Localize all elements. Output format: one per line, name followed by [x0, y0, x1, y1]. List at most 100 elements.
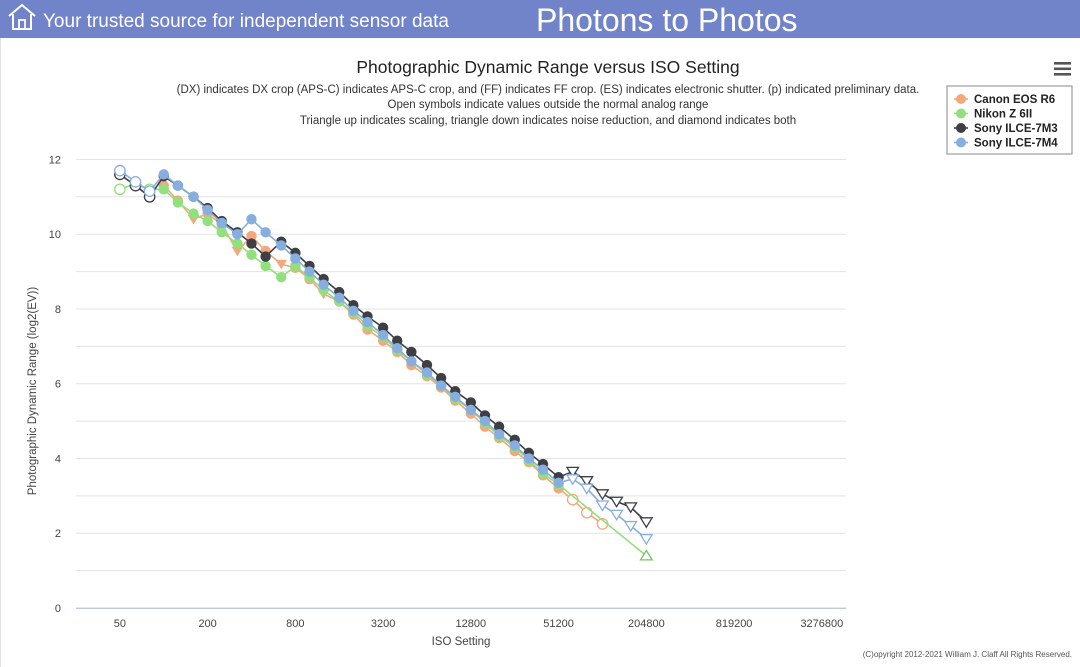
- data-point-sony-ilce-7m3[interactable]: [260, 251, 271, 262]
- data-point-sony-ilce-7m3[interactable]: [595, 489, 610, 501]
- data-point-sony-ilce-7m3[interactable]: [406, 346, 417, 358]
- data-point-sony-ilce-7m4[interactable]: [450, 391, 461, 402]
- data-point-nikon-z-6ii[interactable]: [246, 249, 257, 260]
- data-point-sony-ilce-7m4[interactable]: [188, 191, 199, 203]
- data-point-sony-ilce-7m4[interactable]: [609, 509, 624, 521]
- legend-swatch-marker: [956, 137, 966, 148]
- site-tagline[interactable]: Your trusted source for independent sens…: [43, 11, 449, 32]
- data-point-nikon-z-6ii[interactable]: [276, 271, 287, 283]
- data-point-sony-ilce-7m4[interactable]: [260, 227, 271, 238]
- x-tick-label: 3276800: [800, 618, 843, 630]
- axis-layer: 0 2 4 6 8 10 12 50 200 800 3200 12800 51200 204800 819…: [49, 154, 846, 630]
- data-point-canon-eos-r6[interactable]: [231, 246, 244, 257]
- data-point-sony-ilce-7m4[interactable]: [553, 477, 564, 488]
- data-point-sony-ilce-7m4[interactable]: [595, 500, 610, 512]
- y-tick-label: 6: [55, 379, 61, 391]
- data-point-sony-ilce-7m4[interactable]: [232, 228, 243, 240]
- series-sony-ilce-7m3: [114, 168, 654, 529]
- data-point-sony-ilce-7m4[interactable]: [158, 169, 169, 180]
- data-point-nikon-z-6ii[interactable]: [232, 238, 243, 249]
- data-point-sony-ilce-7m3[interactable]: [246, 238, 257, 249]
- data-point-sony-ilce-7m3[interactable]: [579, 476, 594, 488]
- x-tick-label: 800: [286, 618, 304, 630]
- home-icon[interactable]: [6, 2, 38, 32]
- data-point-sony-ilce-7m4[interactable]: [129, 176, 142, 188]
- data-point-nikon-z-6ii[interactable]: [158, 184, 169, 195]
- legend-item-canon-eos-r6[interactable]: Canon EOS R6: [954, 94, 1055, 106]
- site-brand-title[interactable]: Photons to Photos: [536, 2, 798, 38]
- data-point-sony-ilce-7m4[interactable]: [377, 329, 389, 341]
- legend-label: Canon EOS R6: [974, 94, 1055, 106]
- data-point-sony-ilce-7m3[interactable]: [435, 372, 447, 384]
- data-point-sony-ilce-7m4[interactable]: [509, 440, 520, 451]
- chart-menu-button[interactable]: [1049, 58, 1073, 78]
- data-point-sony-ilce-7m4[interactable]: [537, 464, 549, 475]
- data-point-sony-ilce-7m4[interactable]: [465, 404, 477, 416]
- legend-item-nikon-z-6ii[interactable]: Nikon Z 6II: [954, 108, 1032, 121]
- site-header: Your trusted source for independent sens…: [0, 0, 1080, 38]
- data-point-sony-ilce-7m4[interactable]: [216, 217, 227, 229]
- data-point-sony-ilce-7m3[interactable]: [639, 517, 654, 529]
- data-point-sony-ilce-7m4[interactable]: [406, 356, 417, 367]
- data-point-sony-ilce-7m3[interactable]: [377, 322, 389, 333]
- data-point-nikon-z-6ii[interactable]: [639, 549, 654, 561]
- data-point-sony-ilce-7m4[interactable]: [493, 428, 505, 440]
- data-point-nikon-z-6ii[interactable]: [172, 197, 184, 208]
- data-point-sony-ilce-7m4[interactable]: [290, 253, 301, 264]
- data-point-sony-ilce-7m4[interactable]: [143, 185, 156, 198]
- data-point-sony-ilce-7m4[interactable]: [202, 204, 213, 216]
- data-point-canon-eos-r6[interactable]: [275, 259, 288, 270]
- data-point-sony-ilce-7m4[interactable]: [435, 380, 447, 391]
- data-point-sony-ilce-7m4[interactable]: [304, 266, 315, 277]
- y-tick-label: 0: [55, 603, 61, 615]
- data-point-sony-ilce-7m4[interactable]: [114, 164, 126, 177]
- data-point-sony-ilce-7m3[interactable]: [609, 496, 624, 508]
- data-point-nikon-z-6ii[interactable]: [202, 215, 213, 227]
- y-tick-label: 8: [55, 304, 61, 316]
- legend-swatch-marker: [956, 94, 966, 104]
- data-point-canon-eos-r6[interactable]: [580, 506, 593, 519]
- data-point-sony-ilce-7m4[interactable]: [579, 483, 594, 495]
- data-point-sony-ilce-7m4[interactable]: [318, 279, 329, 290]
- data-point-nikon-z-6ii[interactable]: [216, 227, 227, 238]
- dynamic-range-chart: 0 2 4 6 8 10 12 50 200 800 3200 12800 51200 204800 819…: [27, 57, 1073, 659]
- data-point-sony-ilce-7m4[interactable]: [276, 240, 287, 251]
- data-point-nikon-z-6ii[interactable]: [188, 208, 199, 219]
- data-point-sony-ilce-7m3[interactable]: [421, 359, 433, 371]
- legend-label: Sony ILCE-7M3: [974, 123, 1058, 135]
- legend-label: Nikon Z 6II: [974, 109, 1032, 121]
- data-point-sony-ilce-7m3[interactable]: [465, 397, 477, 408]
- data-point-nikon-z-6ii[interactable]: [290, 260, 301, 272]
- data-point-sony-ilce-7m4[interactable]: [479, 415, 491, 427]
- chart-subtitle-line-3: Triangle up indicates scaling, triangle …: [300, 115, 796, 127]
- y-tick-label: 10: [49, 229, 61, 241]
- x-tick-label: 12800: [456, 618, 487, 630]
- series-line-sony-ilce-7m4: [119, 169, 647, 540]
- data-point-sony-ilce-7m4[interactable]: [421, 367, 433, 378]
- y-tick-label: 12: [49, 154, 61, 166]
- data-point-sony-ilce-7m3[interactable]: [565, 466, 580, 478]
- legend-item-sony-ilce-7m3[interactable]: Sony ILCE-7M3: [954, 123, 1058, 135]
- data-point-sony-ilce-7m3[interactable]: [392, 335, 403, 346]
- data-point-sony-ilce-7m4[interactable]: [172, 180, 184, 191]
- chart-container: 0 2 4 6 8 10 12 50 200 800 3200 12800 51200 204800 819…: [0, 38, 1080, 667]
- data-point-sony-ilce-7m3[interactable]: [493, 421, 505, 432]
- data-point-nikon-z-6ii[interactable]: [260, 260, 271, 272]
- data-point-sony-ilce-7m4[interactable]: [348, 305, 359, 317]
- data-point-sony-ilce-7m4[interactable]: [565, 474, 580, 486]
- x-tick-label: 200: [198, 618, 216, 630]
- data-point-sony-ilce-7m4[interactable]: [246, 214, 257, 225]
- data-point-canon-eos-r6[interactable]: [246, 230, 257, 242]
- data-point-sony-ilce-7m4[interactable]: [334, 292, 345, 303]
- data-point-sony-ilce-7m4[interactable]: [392, 343, 403, 354]
- data-point-sony-ilce-7m4[interactable]: [639, 533, 654, 546]
- data-point-sony-ilce-7m3[interactable]: [623, 502, 638, 514]
- data-point-sony-ilce-7m4[interactable]: [523, 453, 535, 464]
- x-tick-label: 3200: [371, 618, 395, 630]
- legend: Canon EOS R6 Nikon Z 6II Sony ILCE-7M3 Sony…: [946, 85, 1073, 155]
- chart-title: Photographic Dynamic Range versus ISO Se…: [356, 57, 739, 77]
- legend-item-sony-ilce-7m4[interactable]: Sony ILCE-7M4: [954, 137, 1058, 150]
- data-point-sony-ilce-7m4[interactable]: [362, 316, 373, 328]
- data-point-sony-ilce-7m4[interactable]: [623, 520, 638, 533]
- data-point-nikon-z-6ii[interactable]: [114, 183, 126, 196]
